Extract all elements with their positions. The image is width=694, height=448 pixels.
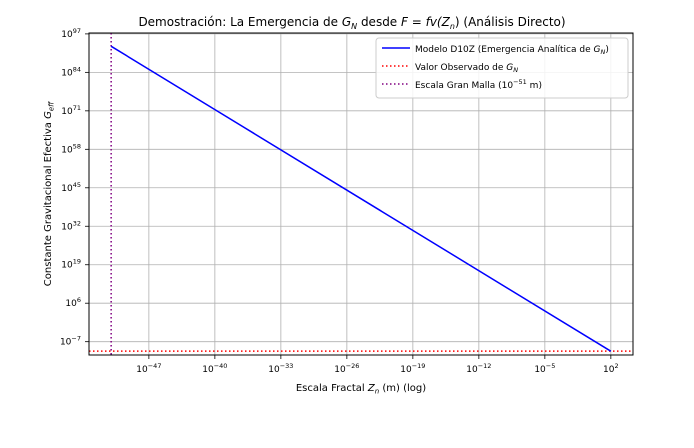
legend-grid-text: Escala Gran Malla (10 [415, 81, 513, 91]
legend-model-sub: N [600, 48, 605, 56]
x-tick-exponent: 2 [615, 362, 619, 370]
x-tick-label: 10−47 [136, 362, 161, 375]
xlabel-z: Z [367, 383, 376, 394]
y-tick-exponent: 32 [73, 219, 81, 227]
y-tick-base: 10 [61, 30, 73, 40]
y-tick-exponent: −7 [71, 335, 81, 343]
x-tick-base: 10 [334, 365, 346, 375]
y-tick-label: 1045 [61, 181, 81, 194]
y-tick-label: 1071 [61, 104, 81, 117]
ylabel-g: G [43, 111, 54, 119]
y-tick-base: 10 [61, 261, 73, 271]
legend-grid-sup: −51 [513, 78, 527, 86]
x-axis-ticks: 10−47 10−40 10−33 10−26 10−19 10−12 10−5 102 [136, 355, 619, 375]
x-tick-exponent: −33 [280, 362, 294, 370]
plot-frame [88, 32, 634, 356]
xlabel-suffix: (m) (log) [379, 383, 426, 394]
x-tick-base: 10 [534, 365, 546, 375]
x-tick-label: 10−40 [202, 362, 227, 375]
x-tick-label: 102 [603, 362, 619, 375]
x-tick-label: 10−5 [534, 362, 555, 375]
y-tick-base: 10 [61, 222, 73, 232]
legend-model-text: Modelo D10Z (Emergencia Analítica de [415, 45, 593, 55]
x-tick-base: 10 [268, 365, 280, 375]
legend-observed-text: Valor Observado de [415, 63, 506, 73]
x-tick-exponent: −26 [346, 362, 360, 370]
title-f-expr: F = fv(Z [401, 15, 451, 29]
x-tick-base: 10 [466, 365, 478, 375]
title-g-sub: N [351, 22, 357, 31]
legend-box [375, 37, 629, 99]
xlabel-z-sub: n [375, 388, 379, 396]
x-tick-base: 10 [400, 365, 412, 375]
x-axis-label: Escala Fractal Zn (m) (log) [296, 383, 426, 396]
legend-observed-sub: N [513, 66, 518, 74]
y-tick-label: 1058 [61, 142, 81, 155]
y-tick-label: 1019 [61, 258, 81, 271]
y-tick-exponent: 71 [73, 104, 81, 112]
x-tick-label: 10−33 [268, 362, 293, 375]
y-axis-label: Constante Gravitacional Efectiva Geff [43, 101, 56, 286]
y-tick-exponent: 58 [73, 142, 81, 150]
x-tick-exponent: −40 [214, 362, 228, 370]
y-tick-label: 1032 [61, 219, 81, 232]
ylabel-g-sub: eff [48, 101, 56, 111]
ylabel-main: Constante Gravitacional Efectiva [43, 119, 54, 286]
title-part2: desde [357, 15, 401, 29]
x-tick-base: 10 [202, 365, 214, 375]
legend-observed-g: G [506, 63, 513, 73]
y-tick-base: 10 [61, 145, 73, 155]
xlabel-main: Escala Fractal [296, 383, 368, 394]
x-tick-label: 10−19 [400, 362, 425, 375]
y-tick-label: 10−7 [60, 335, 81, 348]
y-tick-exponent: 84 [73, 65, 81, 73]
x-tick-label: 10−12 [466, 362, 491, 375]
y-tick-label: 106 [65, 296, 81, 309]
model-d10z-line [110, 45, 612, 352]
title-f-sub: n [450, 22, 455, 31]
legend-label-grid-scale: Escala Gran Malla (10−51 m) [415, 78, 542, 91]
y-tick-exponent: 97 [73, 27, 81, 35]
x-tick-exponent: −5 [546, 362, 556, 370]
x-tick-exponent: −47 [148, 362, 162, 370]
legend-model-end: ) [605, 45, 609, 55]
y-tick-label: 1084 [61, 65, 81, 78]
x-tick-label: 10−26 [334, 362, 359, 375]
legend: Modelo D10Z (Emergencia Analítica de GN)… [375, 37, 629, 99]
y-tick-base: 10 [61, 107, 73, 117]
y-tick-base: 10 [60, 338, 72, 348]
title-part3: ) (Análisis Directo) [455, 15, 566, 29]
x-tick-base: 10 [603, 365, 615, 375]
y-tick-exponent: 45 [73, 181, 81, 189]
y-tick-base: 10 [61, 184, 73, 194]
legend-model-g: G [593, 45, 600, 55]
x-tick-exponent: −12 [478, 362, 492, 370]
y-tick-base: 10 [61, 68, 73, 78]
y-tick-exponent: 19 [73, 258, 81, 266]
grid-lines [89, 33, 633, 355]
legend-label-model: Modelo D10Z (Emergencia Analítica de GN) [415, 45, 609, 56]
y-tick-label: 1097 [61, 27, 81, 40]
y-tick-exponent: 6 [77, 296, 81, 304]
title-g: G [342, 15, 351, 29]
legend-label-observed: Valor Observado de GN [415, 63, 518, 74]
series-layer [89, 33, 633, 355]
title-part1: Demostración: La Emergencia de [138, 15, 341, 29]
x-tick-base: 10 [136, 365, 148, 375]
x-tick-exponent: −19 [412, 362, 426, 370]
y-tick-base: 10 [65, 299, 77, 309]
legend-grid-end: m) [527, 81, 542, 91]
chart-title: Demostración: La Emergencia de GN desde … [138, 15, 565, 31]
